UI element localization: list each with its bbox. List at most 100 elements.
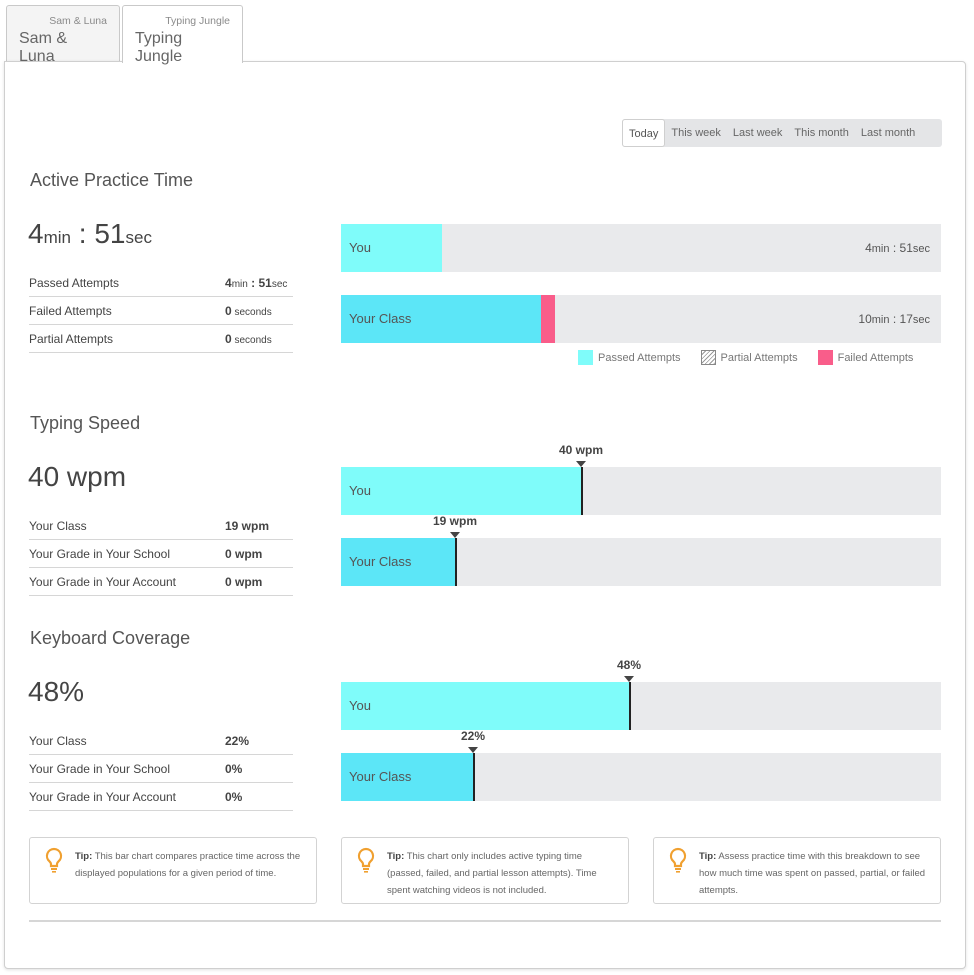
- period-this-week[interactable]: This week: [671, 127, 721, 139]
- bar-label: You: [349, 483, 371, 498]
- legend-swatch-partial: [700, 350, 716, 365]
- bar-value: 10min : 17sec: [858, 312, 930, 326]
- legend-label: Failed Attempts: [837, 351, 914, 364]
- bar-marker-pointer: [576, 461, 586, 467]
- big-separator: :: [70, 218, 95, 249]
- stat-label: Your Grade in Your Account: [29, 789, 176, 804]
- stat-value: 4min : 51sec: [225, 275, 288, 290]
- tip-text: Tip: Assess practice time with this brea…: [699, 851, 926, 896]
- practice-stats: Passed Attempts 4min : 51sec Failed Atte…: [29, 269, 293, 353]
- stat-row-grade-account: Your Grade in Your Account 0%: [29, 783, 293, 811]
- stat-row-grade-account: Your Grade in Your Account 0 wpm: [29, 568, 293, 596]
- stat-value: 0%: [225, 789, 243, 804]
- stat-label: Failed Attempts: [29, 303, 112, 318]
- lightbulb-icon: [356, 847, 376, 878]
- coverage-stats: Your Class 22% Your Grade in Your School…: [29, 727, 293, 811]
- bar-marker-line: [581, 467, 583, 515]
- bar-fill: [341, 538, 455, 586]
- bar-marker-line: [629, 682, 631, 730]
- tip-box-2: Tip: This chart only includes active typ…: [341, 837, 629, 904]
- speed-title: Typing Speed: [30, 413, 141, 433]
- tip-text: Tip: This chart only includes active typ…: [387, 851, 597, 896]
- practice-legend: Passed Attempts Partial Attempts Failed …: [578, 350, 913, 365]
- bar-marker-pointer: [624, 676, 634, 682]
- stat-row-failed: Failed Attempts 0 seconds: [29, 297, 293, 325]
- speed-big-stat: 40 wpm: [28, 461, 127, 492]
- period-today[interactable]: Today: [622, 119, 666, 147]
- coverage-title: Keyboard Coverage: [30, 628, 191, 648]
- bar-fill-passed: [341, 295, 541, 343]
- bar-marker-label: 40 wpm: [558, 443, 604, 457]
- period-filter: Today This week Last week This month Las…: [622, 119, 942, 147]
- period-last-month[interactable]: Last month: [860, 127, 916, 139]
- bar-label: Your Class: [349, 311, 412, 326]
- lightbulb-icon: [668, 847, 688, 878]
- bar-fill: [341, 467, 581, 515]
- speed-bar-class: Your Class 19 wpm: [341, 514, 941, 586]
- stat-value: 0 seconds: [225, 303, 272, 318]
- practice-title: Active Practice Time: [30, 170, 194, 190]
- tab-title: Sam & Luna: [19, 30, 68, 65]
- stat-label: Your Grade in Your Account: [29, 574, 176, 589]
- legend-swatch-failed: [817, 350, 833, 365]
- stat-row-class: Your Class 19 wpm: [29, 512, 293, 540]
- stat-value: 0%: [225, 761, 243, 776]
- big-min-value: 4: [28, 218, 44, 249]
- stat-value: 22%: [225, 733, 250, 748]
- bar-marker-pointer: [450, 532, 460, 538]
- stat-value: 0 seconds: [225, 331, 272, 346]
- bar-fill-failed: [540, 295, 556, 343]
- stat-label: Passed Attempts: [29, 275, 120, 290]
- speed-stats: Your Class 19 wpm Your Grade in Your Sch…: [29, 512, 293, 596]
- bar-label: Your Class: [349, 554, 412, 569]
- bar-label: Your Class: [349, 769, 412, 784]
- stat-row-passed: Passed Attempts 4min : 51sec: [29, 269, 293, 297]
- stat-label: Your Grade in Your School: [29, 761, 170, 776]
- bar-fill: [341, 682, 629, 730]
- period-last-week[interactable]: Last week: [732, 127, 783, 139]
- coverage-big-stat: 48%: [28, 676, 85, 707]
- speed-bar-you: You 40 wpm: [341, 443, 941, 515]
- bar-marker-line: [473, 753, 475, 801]
- coverage-bar-class: Your Class 22%: [341, 729, 941, 801]
- tab-sam-and-luna[interactable]: Sam & Luna Sam & Luna: [6, 5, 120, 65]
- tab-subtitle: Sam & Luna: [49, 15, 107, 27]
- practice-bar-class: Your Class 10min : 17sec: [341, 295, 941, 343]
- bar-value: 4min : 51sec: [865, 241, 930, 255]
- bar-marker-pointer: [468, 747, 478, 753]
- practice-bar-you: You 4min : 51sec: [341, 224, 941, 272]
- report-panel: Today This week Last week This month Las…: [4, 61, 966, 969]
- tab-subtitle: Typing Jungle: [165, 15, 230, 27]
- tab-typing-jungle[interactable]: Typing Jungle Typing Jungle: [122, 5, 243, 65]
- stat-label: Your Class: [29, 733, 87, 748]
- legend-label: Passed Attempts: [598, 351, 681, 364]
- tip-text: Tip: This bar chart compares practice ti…: [75, 851, 301, 879]
- bar-label: You: [349, 240, 371, 255]
- stat-row-class: Your Class 22%: [29, 727, 293, 755]
- practice-big-stat: 4min : 51sec: [28, 218, 152, 250]
- legend-label: Partial Attempts: [720, 351, 798, 364]
- stat-label: Your Grade in Your School: [29, 546, 170, 561]
- stat-value: 19 wpm: [225, 518, 270, 533]
- tip-box-1: Tip: This bar chart compares practice ti…: [29, 837, 317, 904]
- legend-partial: Partial Attempts: [700, 350, 798, 365]
- bottom-divider: [29, 920, 941, 922]
- stat-row-grade-school: Your Grade in Your School 0 wpm: [29, 540, 293, 568]
- bar-marker-label: 48%: [616, 658, 642, 672]
- bar-fill-passed: [341, 224, 442, 272]
- bar-marker-label: 22%: [460, 729, 486, 743]
- bar-marker-line: [455, 538, 457, 586]
- legend-swatch-passed: [578, 350, 593, 365]
- big-min-unit: min: [43, 228, 71, 247]
- stat-row-grade-school: Your Grade in Your School 0%: [29, 755, 293, 783]
- tip-box-3: Tip: Assess practice time with this brea…: [653, 837, 941, 904]
- big-sec-unit: sec: [125, 228, 152, 247]
- tab-title: Typing Jungle: [135, 30, 183, 65]
- bar-label: You: [349, 698, 371, 713]
- lightbulb-icon: [44, 847, 64, 878]
- coverage-bar-you: You 48%: [341, 658, 941, 730]
- legend-passed: Passed Attempts: [578, 350, 681, 365]
- stat-value: 0 wpm: [225, 574, 263, 589]
- period-this-month[interactable]: This month: [794, 127, 849, 139]
- bar-marker-label: 19 wpm: [432, 514, 478, 528]
